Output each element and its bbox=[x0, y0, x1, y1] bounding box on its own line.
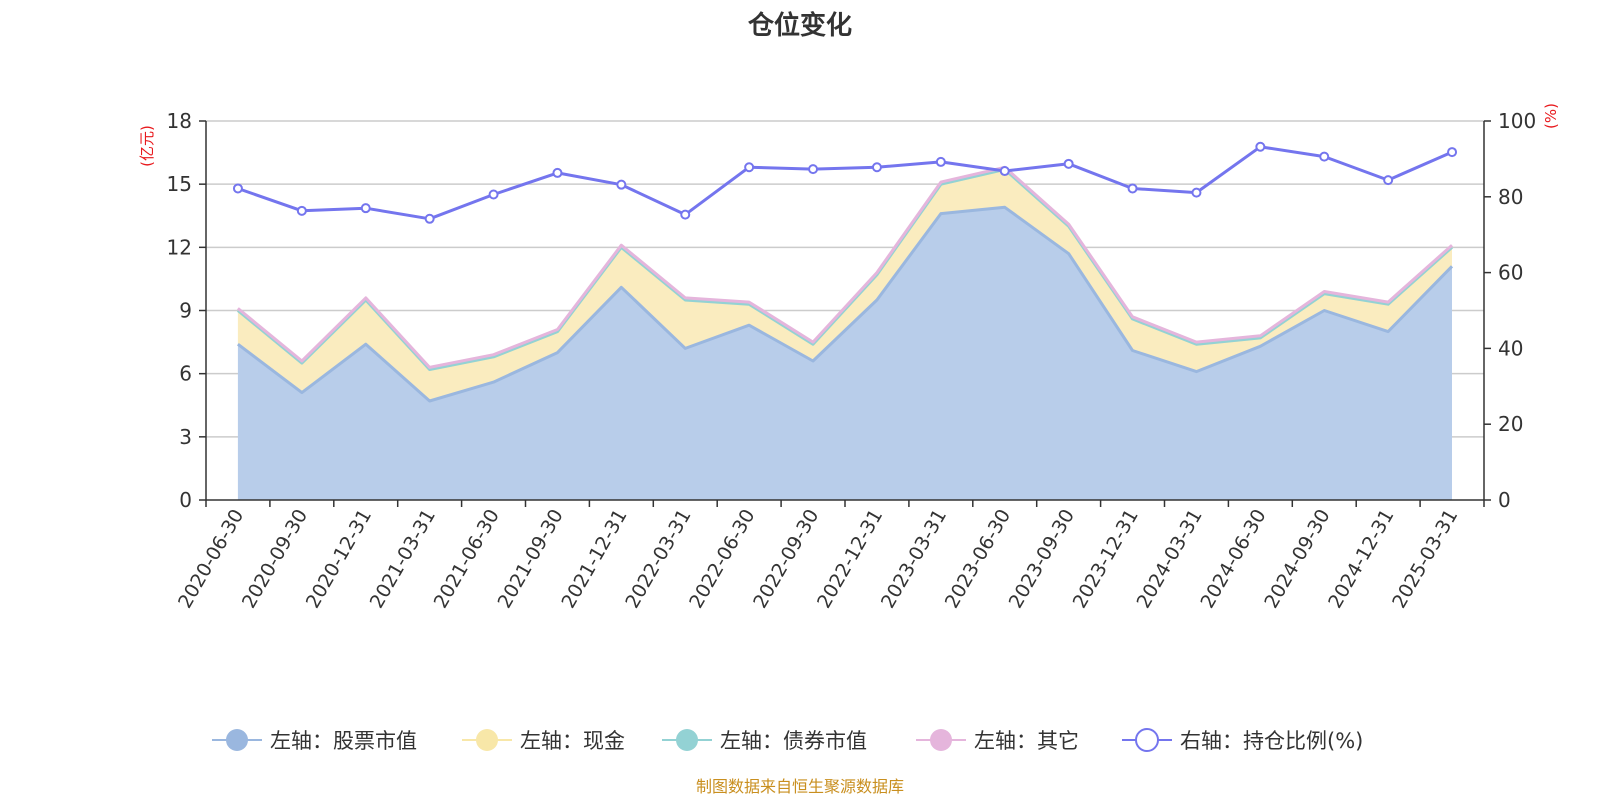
x-axis-tick-label: 2022-03-31 bbox=[621, 506, 695, 613]
ratio-point bbox=[360, 203, 371, 214]
x-axis-tick-label: 2020-09-30 bbox=[238, 506, 312, 613]
ratio-line bbox=[237, 145, 1453, 221]
ratio-point bbox=[999, 166, 1010, 177]
ratio-point bbox=[1319, 151, 1330, 162]
x-axis-tick-label: 2025-03-31 bbox=[1388, 506, 1462, 613]
ratio-point bbox=[424, 213, 435, 224]
ratio-point bbox=[488, 189, 499, 200]
ratio-point bbox=[232, 183, 243, 194]
area-line-0 bbox=[236, 205, 1454, 403]
x-axis-tick-label: 2023-03-31 bbox=[877, 506, 951, 613]
ratio-series bbox=[232, 141, 1458, 224]
legend-label: 左轴：其它 bbox=[974, 729, 1079, 753]
ratio-point bbox=[552, 167, 563, 178]
x-axis-tick-label: 2021-09-30 bbox=[494, 506, 568, 613]
left-axis-tick-label: 0 bbox=[179, 488, 192, 512]
right-axis-tick-label: 20 bbox=[1498, 412, 1523, 436]
ratio-point bbox=[1383, 175, 1394, 186]
x-axis-tick-label: 2022-06-30 bbox=[685, 506, 759, 613]
area-line-3 bbox=[236, 165, 1453, 369]
left-axis-tick-label: 3 bbox=[179, 425, 192, 449]
x-axis-tick-label: 2022-09-30 bbox=[749, 506, 823, 613]
right-axis-tick-label: 100 bbox=[1498, 109, 1536, 133]
x-axis-tick-label: 2024-12-31 bbox=[1324, 506, 1398, 613]
ratio-point bbox=[616, 179, 627, 190]
x-axis-tick-label: 2021-12-31 bbox=[557, 506, 631, 613]
ratio-point bbox=[296, 205, 307, 216]
x-axis-tick-label: 2021-06-30 bbox=[430, 506, 504, 613]
x-axis-tick-label: 2020-12-31 bbox=[302, 506, 376, 613]
legend-label: 左轴：现金 bbox=[520, 729, 625, 753]
ratio-point bbox=[1191, 187, 1202, 198]
legend-marker bbox=[1135, 728, 1159, 752]
left-axis-tick-label: 9 bbox=[179, 299, 192, 323]
right-axis-tick-label: 0 bbox=[1498, 488, 1511, 512]
ratio-point bbox=[808, 164, 819, 175]
legend-label: 左轴：债券市值 bbox=[720, 729, 867, 753]
ratio-point bbox=[1127, 183, 1138, 194]
left-axis-tick-label: 6 bbox=[179, 362, 192, 386]
ratio-point bbox=[1255, 141, 1266, 152]
legend-marker bbox=[226, 729, 248, 751]
x-axis-tick-label: 2021-03-31 bbox=[366, 506, 440, 613]
left-axis-unit: (亿元) bbox=[138, 125, 156, 167]
left-axis-tick-label: 15 bbox=[167, 172, 192, 196]
area-1 bbox=[237, 169, 1452, 401]
ratio-point bbox=[935, 156, 946, 167]
left-axis-tick-label: 12 bbox=[167, 235, 192, 259]
stacked-areas bbox=[236, 165, 1454, 501]
legend-marker bbox=[676, 729, 698, 751]
ratio-point bbox=[744, 162, 755, 173]
ratio-point bbox=[680, 209, 691, 220]
x-axis-tick-label: 2024-06-30 bbox=[1196, 506, 1270, 613]
x-axis-tick-label: 2023-12-31 bbox=[1069, 506, 1143, 613]
legend-label: 左轴：股票市值 bbox=[270, 729, 417, 753]
area-0 bbox=[237, 207, 1452, 501]
right-axis-tick-label: 80 bbox=[1498, 185, 1523, 209]
x-axis-tick-label: 2020-06-30 bbox=[174, 506, 248, 613]
right-axis-tick-label: 40 bbox=[1498, 336, 1523, 360]
x-axis-tick-label: 2023-09-30 bbox=[1005, 506, 1079, 613]
left-axis-tick-label: 18 bbox=[167, 109, 192, 133]
x-axis-tick-label: 2022-12-31 bbox=[813, 506, 887, 613]
ratio-point bbox=[1447, 147, 1458, 158]
legend: 左轴：股票市值 左轴：现金 左轴：债券市值 左轴：其它 右轴：持仓比例(%) bbox=[212, 728, 1363, 753]
right-axis-unit: (%) bbox=[1542, 103, 1560, 129]
data-source-note: 制图数据来自恒生聚源数据库 bbox=[696, 777, 904, 796]
legend-marker bbox=[930, 729, 952, 751]
x-axis-tick-label: 2023-06-30 bbox=[941, 506, 1015, 613]
ratio-point bbox=[1063, 158, 1074, 169]
ratio-point bbox=[871, 162, 882, 173]
x-axis-tick-label: 2024-03-31 bbox=[1133, 506, 1207, 613]
x-axis-tick-label: 2024-09-30 bbox=[1260, 506, 1334, 613]
legend-label: 右轴：持仓比例(%) bbox=[1180, 729, 1363, 753]
right-axis-tick-label: 60 bbox=[1498, 261, 1523, 285]
legend-marker bbox=[476, 729, 498, 751]
chart-title: 仓位变化 bbox=[747, 10, 852, 41]
